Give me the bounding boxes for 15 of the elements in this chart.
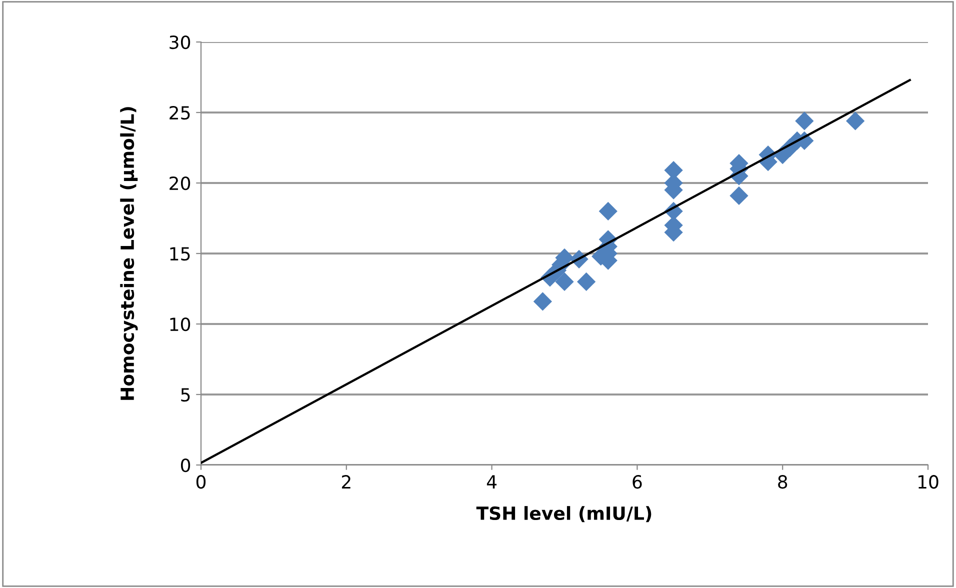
x-tick-label: 0 xyxy=(196,475,206,489)
x-tick-label: 8 xyxy=(778,475,788,489)
y-tick-label: 10 xyxy=(170,317,190,332)
x-axis-title: TSH level (mIU/L) xyxy=(476,506,652,522)
x-tick-label: 2 xyxy=(342,475,350,488)
y-tick-label: 5 xyxy=(181,388,190,402)
x-tick-label: 10 xyxy=(918,475,938,489)
y-axis-title: Homocysteine Level (µmol/L) xyxy=(120,107,138,400)
y-tick-label: 20 xyxy=(170,176,190,190)
y-tick-label: 15 xyxy=(170,247,190,261)
x-tick-label: 4 xyxy=(486,475,497,488)
y-tick-label: 25 xyxy=(170,106,190,120)
y-tick-label: 30 xyxy=(170,35,190,50)
x-tick-label: 6 xyxy=(632,475,642,489)
y-tick-label: 0 xyxy=(180,458,190,472)
